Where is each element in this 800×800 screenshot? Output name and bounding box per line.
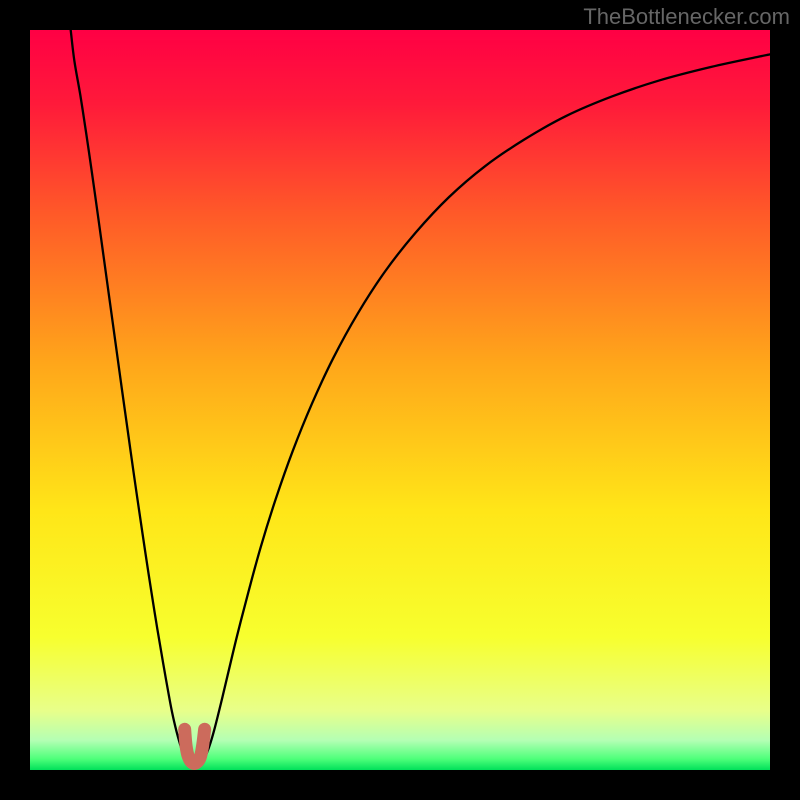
plot-area-gradient <box>30 30 770 770</box>
bottleneck-chart <box>0 0 800 800</box>
chart-container: TheBottlenecker.com <box>0 0 800 800</box>
